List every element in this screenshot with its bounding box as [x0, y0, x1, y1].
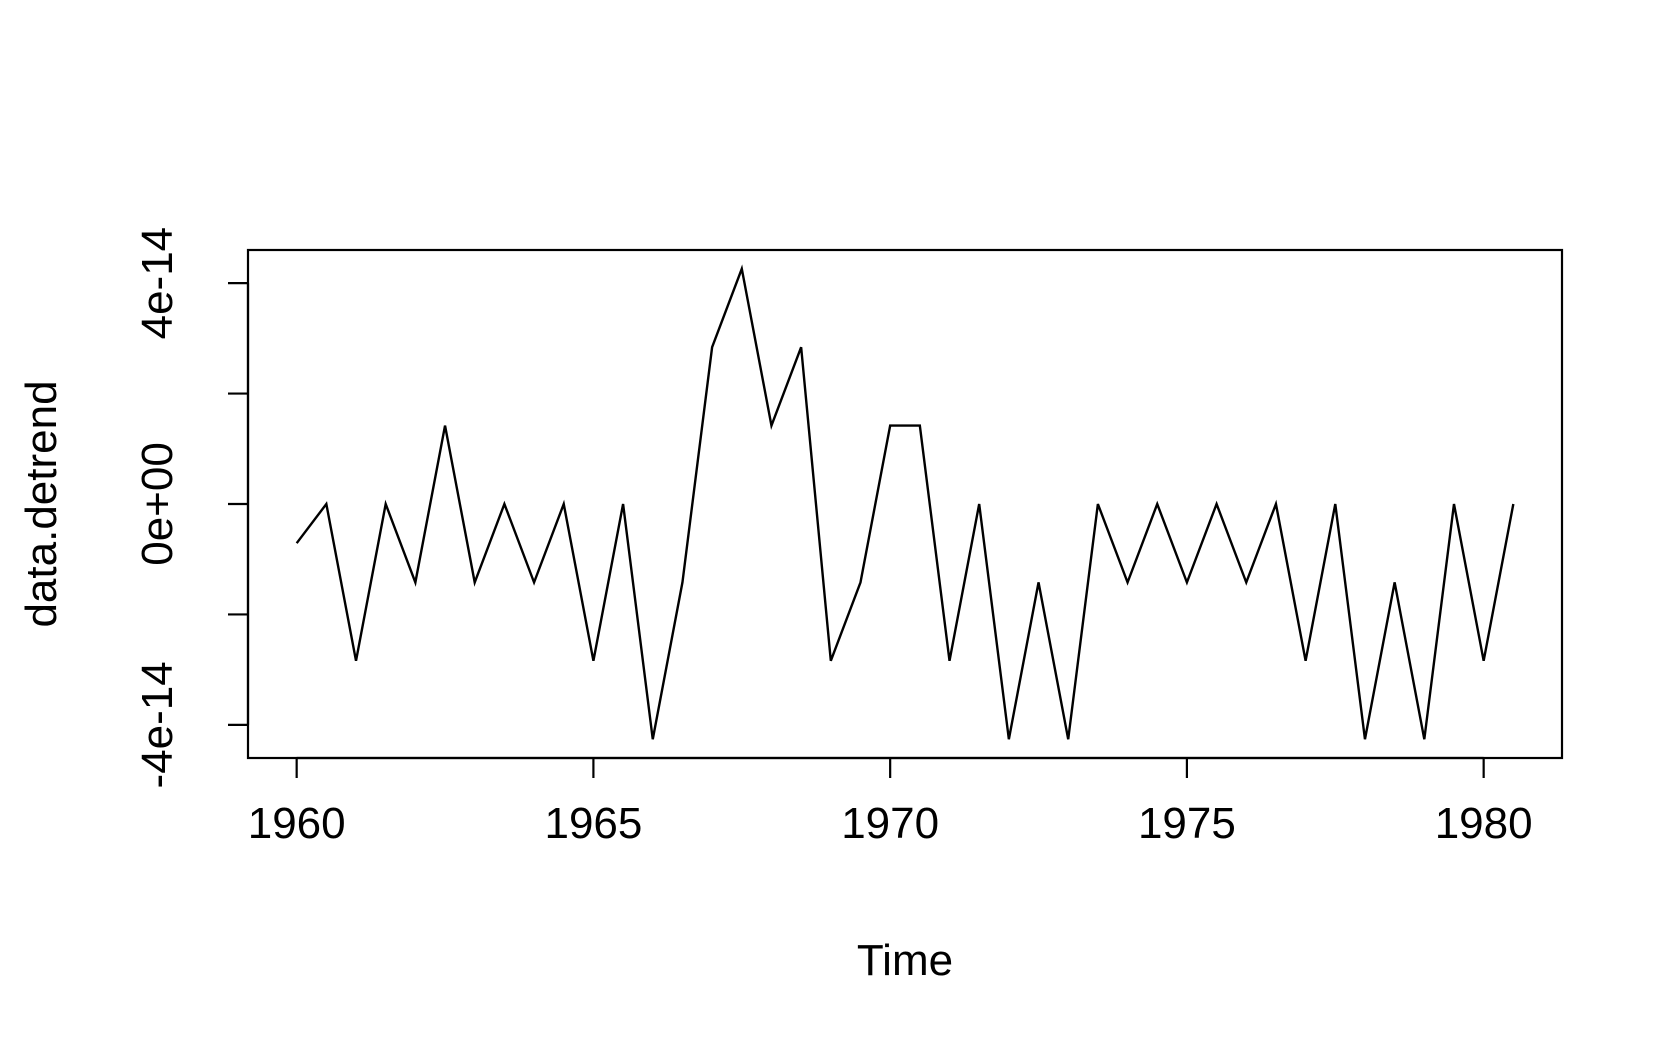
y-tick-label: -4e-14	[133, 661, 182, 788]
x-tick-label: 1965	[544, 799, 642, 848]
x-tick-label: 1980	[1435, 799, 1533, 848]
data-line	[295, 264, 1515, 740]
x-tick-label: 1960	[248, 799, 346, 848]
x-tick-label: 1975	[1138, 799, 1236, 848]
y-tick-label: 4e-14	[133, 227, 182, 340]
y-tick-label: 0e+00	[133, 442, 182, 566]
plot-box	[246, 248, 1564, 760]
x-tick-label: 1970	[841, 799, 939, 848]
y-axis-label: data.detrend	[17, 380, 66, 627]
x-axis-label: Time	[857, 936, 953, 985]
